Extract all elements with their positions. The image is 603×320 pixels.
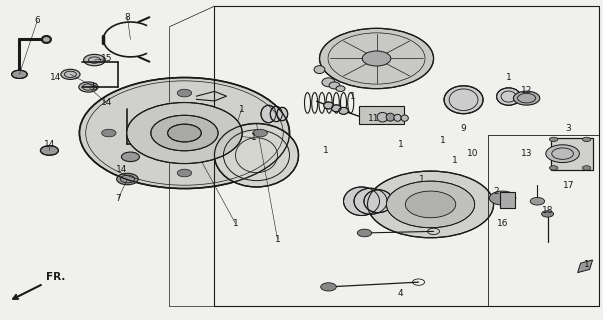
Ellipse shape — [444, 86, 483, 114]
Ellipse shape — [344, 187, 379, 215]
Text: 1: 1 — [323, 146, 329, 155]
Circle shape — [546, 145, 579, 163]
Ellipse shape — [42, 36, 51, 43]
Circle shape — [79, 82, 98, 92]
Text: 1: 1 — [440, 136, 446, 146]
Ellipse shape — [336, 86, 345, 92]
Text: 10: 10 — [467, 149, 478, 158]
Ellipse shape — [277, 107, 288, 121]
Ellipse shape — [332, 105, 341, 112]
Ellipse shape — [497, 88, 520, 105]
Circle shape — [177, 169, 192, 177]
Ellipse shape — [377, 112, 388, 122]
Text: 1: 1 — [350, 92, 355, 101]
Ellipse shape — [314, 66, 325, 74]
Text: FR.: FR. — [46, 272, 65, 282]
Ellipse shape — [386, 113, 394, 121]
Circle shape — [367, 171, 494, 238]
Ellipse shape — [215, 124, 298, 187]
Circle shape — [358, 229, 371, 237]
Ellipse shape — [324, 102, 333, 109]
Bar — [499, 192, 514, 208]
Ellipse shape — [270, 106, 282, 122]
Text: 18: 18 — [542, 206, 554, 215]
Text: 1: 1 — [239, 105, 244, 114]
Circle shape — [168, 124, 201, 142]
Ellipse shape — [354, 188, 387, 214]
Text: 5: 5 — [92, 83, 97, 92]
Ellipse shape — [339, 107, 349, 114]
Text: 6: 6 — [34, 16, 40, 25]
Text: 14: 14 — [101, 99, 112, 108]
Text: 14: 14 — [44, 140, 55, 148]
Circle shape — [362, 51, 391, 66]
Polygon shape — [578, 260, 593, 273]
Circle shape — [102, 129, 116, 137]
Text: 1: 1 — [251, 133, 256, 142]
Circle shape — [127, 102, 242, 164]
Ellipse shape — [364, 190, 393, 213]
Bar — [359, 106, 403, 124]
Bar — [551, 138, 593, 170]
Circle shape — [61, 69, 80, 79]
Circle shape — [80, 77, 289, 188]
Circle shape — [253, 129, 267, 137]
Circle shape — [121, 152, 139, 162]
Circle shape — [177, 89, 192, 97]
Text: 14: 14 — [116, 165, 127, 174]
Ellipse shape — [261, 105, 276, 123]
Circle shape — [549, 166, 558, 170]
Text: 1: 1 — [584, 260, 590, 269]
Circle shape — [11, 70, 27, 78]
Text: 15: 15 — [101, 54, 112, 63]
Text: 2: 2 — [494, 187, 499, 196]
Text: 4: 4 — [398, 289, 403, 298]
Text: 11: 11 — [368, 114, 379, 123]
Text: 1: 1 — [506, 73, 511, 82]
Text: 3: 3 — [566, 124, 572, 133]
Text: 1: 1 — [397, 140, 403, 148]
Circle shape — [321, 283, 336, 291]
Circle shape — [84, 54, 106, 66]
Ellipse shape — [322, 78, 335, 87]
Text: 8: 8 — [125, 13, 130, 22]
Circle shape — [405, 191, 456, 218]
Circle shape — [490, 191, 516, 205]
Text: 1: 1 — [452, 156, 458, 164]
Text: 9: 9 — [461, 124, 467, 133]
Text: 14: 14 — [49, 73, 61, 82]
Circle shape — [40, 146, 58, 155]
Text: 7: 7 — [116, 194, 121, 203]
Circle shape — [151, 115, 218, 151]
Ellipse shape — [401, 115, 408, 121]
Ellipse shape — [329, 82, 340, 89]
Text: 1: 1 — [418, 174, 425, 184]
Text: 16: 16 — [497, 219, 508, 228]
Text: 13: 13 — [521, 149, 532, 158]
Circle shape — [549, 137, 558, 142]
Circle shape — [541, 211, 554, 217]
Text: 12: 12 — [521, 86, 532, 95]
Circle shape — [582, 137, 591, 142]
Circle shape — [387, 181, 475, 228]
Circle shape — [530, 197, 545, 205]
Text: 1: 1 — [233, 219, 238, 228]
Text: 17: 17 — [563, 181, 574, 190]
Text: 1: 1 — [274, 235, 280, 244]
Ellipse shape — [394, 114, 401, 121]
Circle shape — [320, 28, 434, 89]
Circle shape — [582, 166, 591, 170]
Circle shape — [116, 173, 138, 185]
Circle shape — [513, 91, 540, 105]
